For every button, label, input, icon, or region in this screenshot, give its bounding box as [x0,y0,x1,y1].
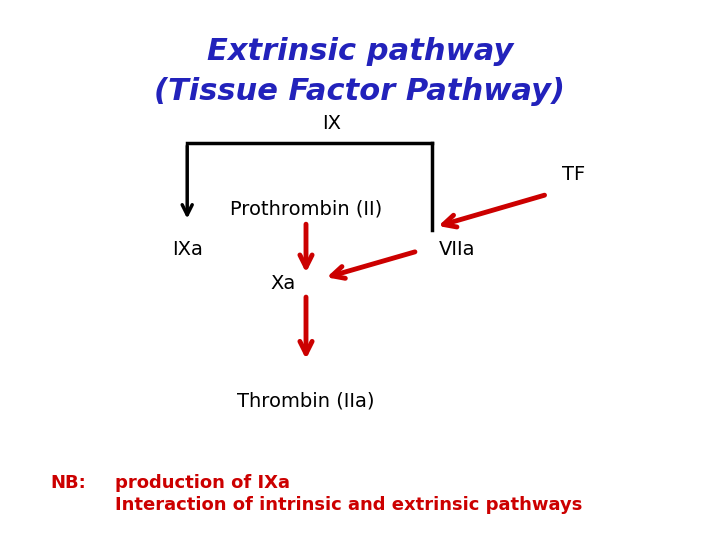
Text: NB:: NB: [50,474,86,492]
Text: Thrombin (IIa): Thrombin (IIa) [238,392,374,410]
Text: Extrinsic pathway: Extrinsic pathway [207,37,513,66]
Text: production of IXa: production of IXa [115,474,290,492]
Text: Interaction of intrinsic and extrinsic pathways: Interaction of intrinsic and extrinsic p… [115,496,582,514]
Text: (Tissue Factor Pathway): (Tissue Factor Pathway) [155,77,565,106]
Text: TF: TF [562,165,585,184]
Text: IX: IX [322,114,341,133]
Text: VIIa: VIIa [439,240,476,259]
Text: Prothrombin (II): Prothrombin (II) [230,200,382,219]
Text: IXa: IXa [172,240,202,259]
Text: Xa: Xa [270,274,295,293]
